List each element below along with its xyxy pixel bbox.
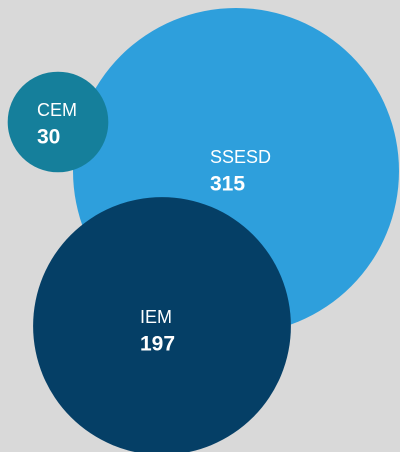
bubble-value: 30	[37, 126, 60, 149]
bubble	[33, 197, 291, 452]
bubble-value: 315	[210, 173, 245, 196]
bubble-name: SSESD	[210, 147, 271, 167]
bubble-value: 197	[140, 333, 175, 356]
bubble	[7, 71, 109, 173]
bubble-name: CEM	[37, 100, 77, 120]
bubble-name: IEM	[140, 307, 172, 327]
